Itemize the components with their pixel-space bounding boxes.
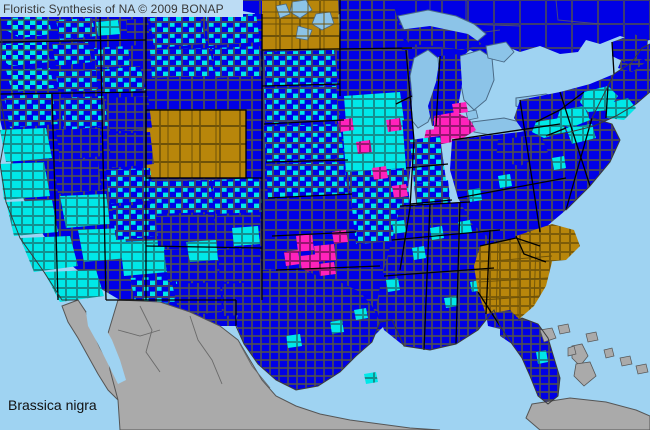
coastline xyxy=(0,13,650,405)
map-title-band: Floristic Synthesis of NA © 2009 BONAP xyxy=(0,0,243,17)
region-texas xyxy=(236,268,380,390)
region-foreign-land xyxy=(61,299,650,430)
map-title-text: Floristic Synthesis of NA © 2009 BONAP xyxy=(3,1,224,16)
state-borders xyxy=(0,0,615,351)
region-west xyxy=(0,14,262,326)
species-name-label: Brassica nigra xyxy=(8,397,97,413)
region-gold-north-dakota xyxy=(262,0,340,50)
region-gold-georgia-sc xyxy=(474,224,580,326)
region-mid-atlantic xyxy=(450,118,620,244)
region-northeast xyxy=(514,34,650,144)
